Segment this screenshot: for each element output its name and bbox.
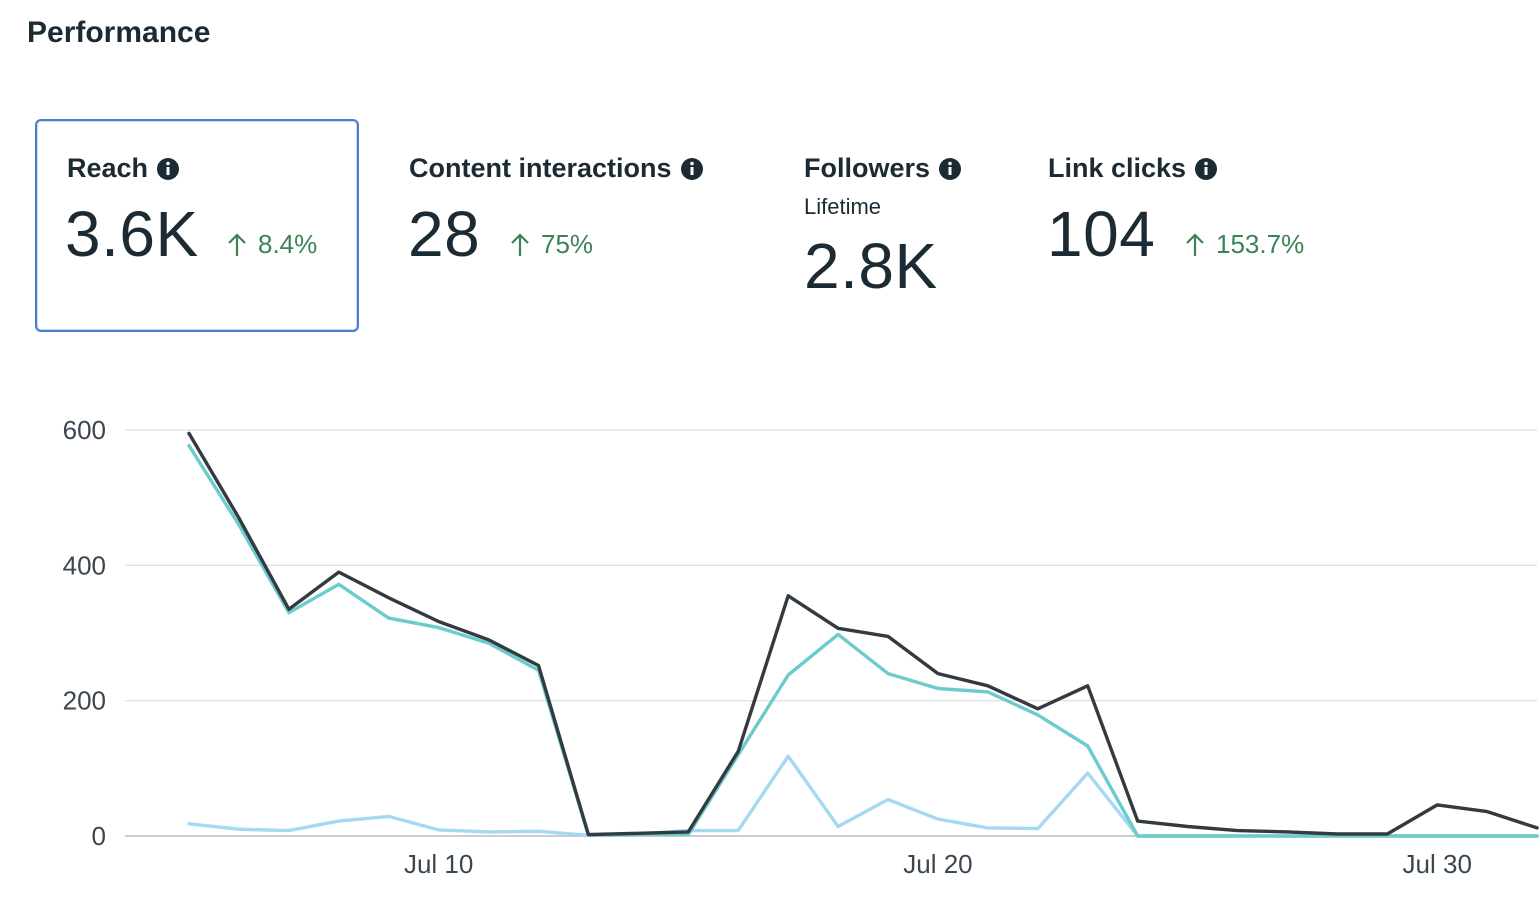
x-tick-label: Jul 10 (404, 849, 473, 879)
metric-label-content-interactions[interactable]: Content interactions (409, 153, 704, 184)
info-icon[interactable] (156, 157, 180, 181)
series-line-series-3 (187, 754, 1539, 838)
x-tick-label: Jul 20 (903, 849, 972, 879)
metric-value-link-clicks: 104 (1047, 198, 1156, 270)
arrow-up-icon (1186, 232, 1204, 256)
metric-delta-content-interactions: 75% (509, 229, 593, 260)
metric-label-followers[interactable]: Followers (804, 153, 962, 184)
metric-label-text: Content interactions (409, 153, 672, 183)
y-tick-label: 400 (63, 550, 106, 580)
metric-delta-text: 153.7% (1216, 229, 1305, 259)
metric-label-reach: Reach (67, 153, 180, 184)
metric-value-followers: 2.8K (804, 230, 938, 302)
metric-delta-reach: 8.4% (226, 229, 317, 260)
info-icon[interactable] (680, 157, 704, 181)
metric-value-content-interactions: 28 (408, 198, 481, 270)
metric-label-text: Link clicks (1048, 153, 1187, 183)
metric-sublabel-followers: Lifetime (804, 194, 882, 219)
series-line-series-2 (187, 443, 1539, 838)
metric-label-text: Followers (804, 153, 931, 183)
metric-delta-text: 8.4% (258, 229, 318, 259)
metric-value-reach: 3.6K (65, 198, 199, 270)
y-tick-label: 200 (63, 686, 106, 716)
info-icon[interactable] (1194, 157, 1218, 181)
metric-delta-text: 75% (541, 229, 594, 259)
y-tick-label: 600 (63, 415, 106, 445)
info-icon[interactable] (938, 157, 962, 181)
metric-delta-link-clicks: 153.7% (1184, 229, 1304, 260)
metric-label-link-clicks[interactable]: Link clicks (1048, 153, 1218, 184)
metric-label-text: Reach (67, 153, 149, 183)
page-title: Performance (27, 16, 211, 49)
series-line-total (187, 431, 1539, 837)
arrow-up-icon (228, 232, 246, 256)
arrow-up-icon (511, 232, 529, 256)
y-tick-label: 0 (92, 821, 106, 851)
x-tick-label: Jul 30 (1403, 849, 1472, 879)
metric-card-reach[interactable] (35, 119, 359, 332)
